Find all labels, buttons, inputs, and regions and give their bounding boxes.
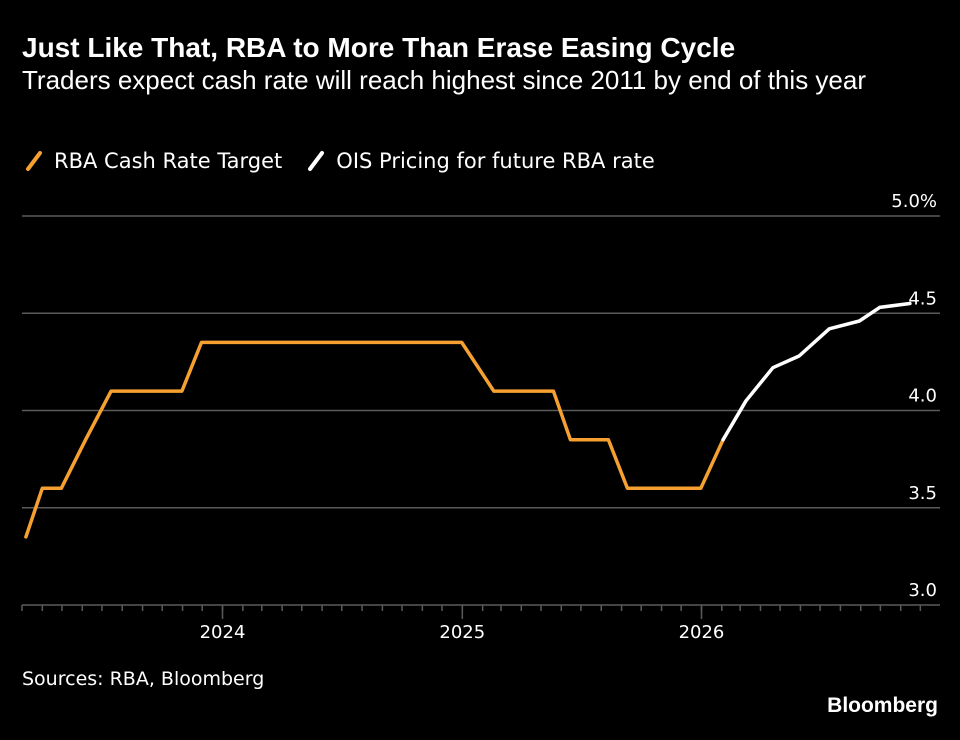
x-tick-label: 2026	[679, 622, 725, 643]
legend-item-ois: OIS Pricing for future RBA rate	[304, 149, 655, 173]
chart-legend: RBA Cash Rate Target OIS Pricing for fut…	[22, 146, 677, 176]
legend-label-rba: RBA Cash Rate Target	[54, 149, 283, 173]
legend-swatch-rba-icon	[26, 151, 42, 171]
chart-title: Just Like That, RBA to More Than Erase E…	[22, 32, 736, 63]
x-tick-label: 2024	[200, 622, 246, 643]
x-tick-label: 2025	[439, 622, 485, 643]
y-tick-label: 3.5	[908, 483, 937, 504]
bloomberg-logo: Bloomberg	[827, 694, 938, 717]
series-line-rba-cash-rate	[24, 340, 725, 539]
y-tick-label: 4.0	[908, 386, 937, 407]
legend-swatch-ois-icon	[308, 151, 325, 171]
series-line-ois-pricing	[721, 301, 912, 442]
legend-item-rba: RBA Cash Rate Target	[22, 149, 282, 173]
source-note: Sources: RBA, Bloomberg	[22, 668, 265, 690]
y-tick-label: 4.5	[908, 288, 937, 309]
chart-subtitle: Traders expect cash rate will reach high…	[22, 65, 866, 95]
y-tick-label: 5.0%	[891, 191, 937, 212]
legend-label-ois: OIS Pricing for future RBA rate	[336, 149, 655, 173]
y-tick-label: 3.0	[908, 580, 937, 601]
